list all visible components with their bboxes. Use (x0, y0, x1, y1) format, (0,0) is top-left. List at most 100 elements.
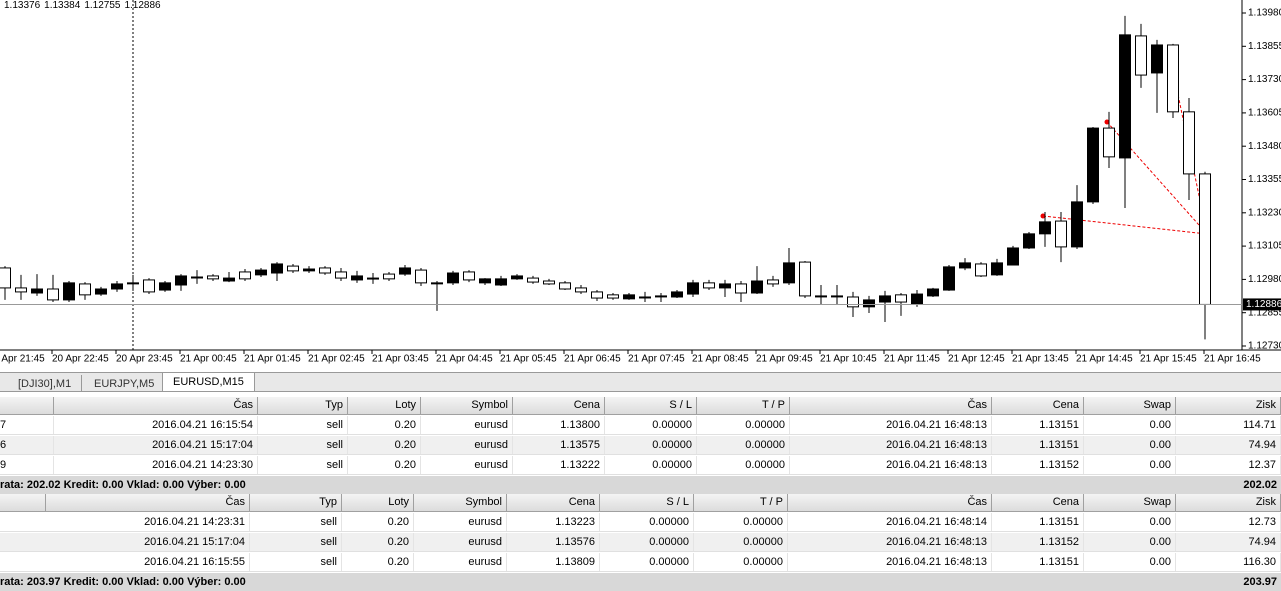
chart-tab[interactable]: EURUSD,M15 (162, 373, 255, 391)
candle-body (479, 278, 491, 284)
column-header[interactable]: Cena (992, 397, 1084, 414)
table-cell: 0.20 (342, 533, 414, 551)
candle (639, 291, 651, 303)
column-header[interactable]: Cena (992, 494, 1084, 511)
table-row[interactable]: 6 2016.04.21 15:17:04 sell 0.20 eurusd 1.1357… (0, 436, 1281, 455)
candle-body (1119, 34, 1131, 159)
candle-body (447, 272, 459, 284)
candle-body (703, 282, 715, 289)
table-cell: sell (250, 553, 342, 571)
table-cell: 0.00000 (600, 513, 694, 531)
candle (191, 270, 203, 284)
table-cell: 0.20 (348, 456, 421, 474)
table-cell: 1.13222 (513, 456, 605, 474)
candle-body (383, 273, 395, 280)
x-tick-label: 20 Apr 22:45 (52, 354, 109, 365)
candle (111, 280, 123, 292)
table-row[interactable]: 2016.04.21 14:23:31 sell 0.20 eurusd 1.13223… (0, 513, 1281, 532)
column-header[interactable]: Čas (54, 397, 258, 414)
candle (1167, 43, 1179, 118)
candle-body (1167, 44, 1179, 113)
x-tick-label: 21 Apr 11:45 (884, 354, 940, 365)
candle-body (815, 295, 827, 298)
column-header[interactable]: Typ (258, 397, 348, 414)
ohlc-value: 1.13376 (4, 0, 41, 11)
candle-body (335, 271, 347, 279)
candle (367, 273, 379, 284)
y-tick-label: 1.12730 (1248, 341, 1281, 352)
candle (159, 280, 171, 292)
candle-body (495, 278, 507, 286)
table-cell: 0.00 (1084, 456, 1176, 474)
candle (255, 267, 267, 278)
candle (991, 258, 1003, 276)
ohlc-header: 1.13376 1.13384 1.12755 1.12886 (4, 0, 161, 11)
column-header[interactable]: Swap (1084, 397, 1176, 414)
candle (399, 265, 411, 276)
column-header[interactable]: Loty (348, 397, 421, 414)
chart-tab[interactable]: EURJPY,M5 (84, 375, 166, 391)
candle-body (159, 282, 171, 291)
column-header[interactable]: S / L (600, 494, 694, 511)
candle-body (303, 268, 315, 272)
column-header[interactable]: Symbol (414, 494, 507, 511)
y-tick-label: 1.13980 (1248, 8, 1281, 19)
column-header[interactable]: Čas (788, 494, 992, 511)
table-row[interactable]: 9 2016.04.21 14:23:30 sell 0.20 eurusd 1.1322… (0, 456, 1281, 475)
candle (287, 263, 299, 274)
candle-body (959, 262, 971, 269)
column-header[interactable]: T / P (697, 397, 790, 414)
candle (207, 274, 219, 281)
candle (1199, 171, 1211, 340)
table-cell: 2016.04.21 16:48:13 (788, 553, 992, 571)
candle-body (991, 262, 1003, 276)
candle-body (607, 294, 619, 299)
chart-tab[interactable]: [DJI30],M1 (8, 375, 83, 391)
table-cell: 1.13152 (992, 456, 1084, 474)
table-row[interactable]: 7 2016.04.21 16:15:54 sell 0.20 eurusd 1.1380… (0, 416, 1281, 435)
column-header[interactable]: Swap (1084, 494, 1176, 511)
column-header[interactable]: Zisk (1176, 397, 1281, 414)
column-header[interactable]: Cena (513, 397, 605, 414)
table-cell: 2016.04.21 16:48:13 (790, 436, 992, 454)
table-cell: 7 (0, 416, 54, 434)
column-header[interactable]: Zisk (1176, 494, 1281, 511)
candle-body (911, 293, 923, 305)
y-tick-label: 1.12980 (1248, 274, 1281, 285)
candle (143, 278, 155, 295)
table-cell: 1.13152 (992, 533, 1084, 551)
column-header[interactable]: T / P (694, 494, 788, 511)
table-cell: 1.13800 (513, 416, 605, 434)
candle (79, 282, 91, 300)
column-header[interactable]: Cena (507, 494, 600, 511)
ohlc-value: 1.12886 (124, 0, 161, 11)
column-header (0, 397, 54, 414)
table-cell: 1.13151 (992, 436, 1084, 454)
table-cell: 2016.04.21 16:15:54 (54, 416, 258, 434)
x-tick-label: 21 Apr 07:45 (628, 354, 685, 365)
table-cell: 0.00000 (697, 456, 790, 474)
candle-body (111, 283, 123, 290)
column-header[interactable]: Čas (46, 494, 250, 511)
column-header[interactable]: Typ (250, 494, 342, 511)
table-row[interactable]: 2016.04.21 15:17:04 sell 0.20 eurusd 1.13576… (0, 533, 1281, 552)
column-header[interactable]: Loty (342, 494, 414, 511)
y-tick-label: 1.13230 (1248, 207, 1281, 218)
column-header[interactable]: S / L (605, 397, 697, 414)
table-cell: 0.20 (342, 513, 414, 531)
candle (1007, 245, 1019, 266)
column-header[interactable]: Čas (790, 397, 992, 414)
table-row[interactable]: 2016.04.21 16:15:55 sell 0.20 eurusd 1.13809… (0, 553, 1281, 572)
table-cell: eurusd (421, 456, 513, 474)
candle (959, 258, 971, 271)
candle-body (847, 296, 859, 308)
table-cell: 0.00 (1084, 436, 1176, 454)
candle-body (527, 277, 539, 283)
candle-body (287, 265, 299, 272)
column-header[interactable]: Symbol (421, 397, 513, 414)
candle-body (351, 275, 363, 281)
table-cell: 0.00000 (694, 553, 788, 571)
table-cell: 0.00000 (694, 533, 788, 551)
